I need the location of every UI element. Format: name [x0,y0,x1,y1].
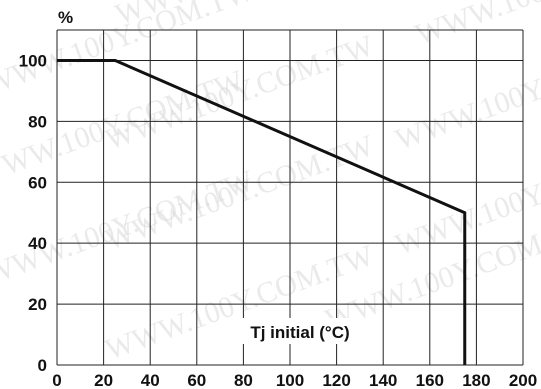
x-tick-label: 20 [94,371,113,389]
y-tick-label: 60 [28,173,47,192]
x-tick-label: 120 [322,371,350,389]
y-tick-label: 0 [38,356,47,375]
x-tick-label: 0 [52,371,61,389]
y-tick-labels: 0 20 40 60 80 100 [19,51,47,375]
x-tick-label: 180 [462,371,490,389]
x-label-background [238,318,362,344]
y-tick-label: 20 [28,295,47,314]
y-tick-label: 100 [19,51,47,70]
x-tick-label: 160 [416,371,444,389]
x-tick-label: 200 [509,371,537,389]
y-tick-label: 40 [28,234,47,253]
x-tick-label: 60 [187,371,206,389]
grid-lines [56,29,524,366]
series-layer [56,58,467,366]
x-tick-label: 100 [276,371,304,389]
series-line [57,58,467,365]
x-tick-label: 40 [141,371,160,389]
x-tick-label: 140 [369,371,397,389]
y-unit-label: % [58,8,73,27]
y-tick-label: 80 [28,112,47,131]
x-tick-labels: 0 20 40 60 80 100 120 140 160 180 200 [52,371,537,389]
x-tick-label: 80 [234,371,253,389]
x-axis-label: Tj initial (°C) [250,323,349,342]
watermark-layer: WWW.100Y.COM.TWWWW.100Y.COM.TWWWW.100Y.C… [0,0,541,367]
watermark-text: WWW.100Y.COM.TW [391,29,541,157]
